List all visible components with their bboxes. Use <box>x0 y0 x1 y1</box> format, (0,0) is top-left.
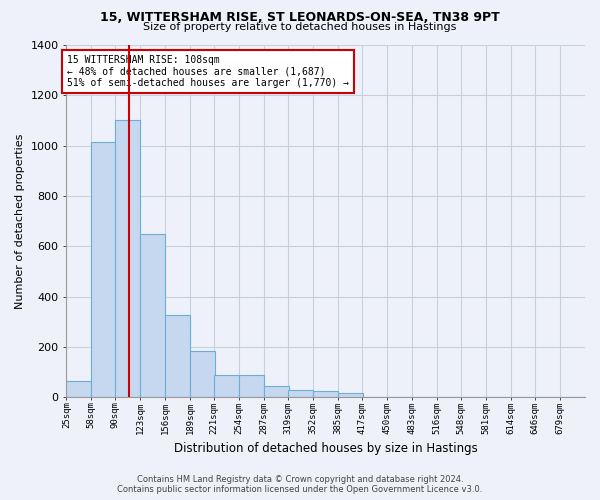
Bar <box>239 374 263 397</box>
Y-axis label: Number of detached properties: Number of detached properties <box>15 134 25 309</box>
Bar <box>264 386 289 397</box>
Text: Contains HM Land Registry data © Crown copyright and database right 2024.
Contai: Contains HM Land Registry data © Crown c… <box>118 474 482 494</box>
Text: Size of property relative to detached houses in Hastings: Size of property relative to detached ho… <box>143 22 457 32</box>
Bar <box>190 350 215 397</box>
Bar <box>214 374 239 397</box>
Bar <box>140 234 165 397</box>
Bar <box>91 142 116 397</box>
Bar <box>67 381 91 397</box>
Bar <box>115 120 140 397</box>
Bar <box>313 391 338 397</box>
Bar <box>165 316 190 397</box>
Bar <box>338 394 362 397</box>
Text: 15, WITTERSHAM RISE, ST LEONARDS-ON-SEA, TN38 9PT: 15, WITTERSHAM RISE, ST LEONARDS-ON-SEA,… <box>100 11 500 24</box>
Text: 15 WITTERSHAM RISE: 108sqm
← 48% of detached houses are smaller (1,687)
51% of s: 15 WITTERSHAM RISE: 108sqm ← 48% of deta… <box>67 55 349 88</box>
X-axis label: Distribution of detached houses by size in Hastings: Distribution of detached houses by size … <box>174 442 478 455</box>
Bar <box>288 390 313 397</box>
